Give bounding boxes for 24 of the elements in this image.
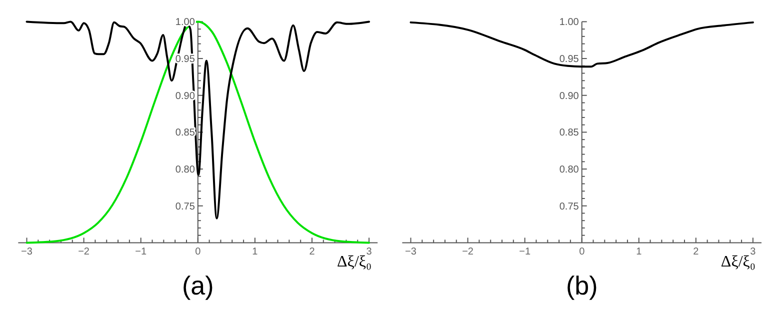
x-tick-label: 1 [636, 246, 642, 258]
y-tick-label: 0.85 [559, 128, 580, 139]
text: (b) [566, 270, 598, 301]
x-tick-label: 2 [309, 246, 316, 258]
y-tick-label: 0.75 [559, 201, 580, 212]
y-tick-label: 0.75 [175, 201, 196, 212]
x-tick-label: 1 [252, 246, 258, 258]
y-tick-label: 0.90 [559, 90, 580, 102]
x-tick-label: 0 [579, 246, 586, 258]
y-tick-label: 0.80 [175, 164, 196, 176]
x-tick-label: −2 [78, 246, 90, 258]
y-tick-label: 0.95 [559, 54, 580, 66]
x-tick-label: 0 [195, 246, 202, 258]
y-tick-label: 1.00 [175, 17, 196, 28]
x-tick-label: −3 [21, 246, 33, 258]
x-tick-label: −1 [519, 246, 531, 258]
x-tick-label: 2 [693, 246, 700, 258]
x-tick-label: −2 [462, 246, 474, 258]
x-tick-label: −1 [135, 246, 147, 258]
y-tick-label: 0.85 [175, 128, 196, 139]
y-tick-label: 1.00 [559, 17, 580, 28]
text: (a) [182, 270, 214, 301]
y-tick-label: 0.80 [559, 164, 580, 176]
x-tick-label: −3 [405, 246, 417, 258]
